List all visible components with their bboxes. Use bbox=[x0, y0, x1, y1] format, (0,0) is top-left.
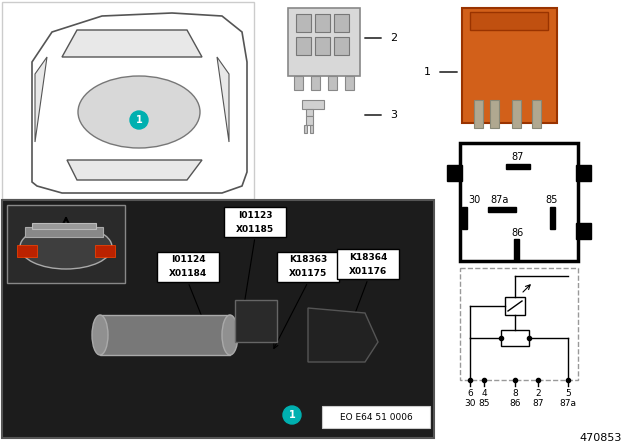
Bar bbox=[2, 200, 434, 438]
Text: K18363: K18363 bbox=[289, 255, 327, 264]
Bar bbox=[306, 116, 313, 125]
Bar bbox=[157, 252, 219, 282]
Bar bbox=[304, 125, 307, 133]
Bar bbox=[25, 227, 103, 237]
Bar bbox=[490, 100, 499, 128]
Bar bbox=[311, 76, 320, 90]
Bar bbox=[334, 37, 349, 55]
Polygon shape bbox=[62, 30, 202, 57]
Bar bbox=[576, 223, 591, 239]
Polygon shape bbox=[35, 57, 47, 142]
Bar bbox=[505, 297, 525, 315]
Ellipse shape bbox=[78, 76, 200, 148]
Text: 87: 87 bbox=[512, 152, 524, 162]
Bar bbox=[337, 249, 399, 279]
Bar bbox=[470, 12, 548, 30]
Text: 6: 6 bbox=[467, 388, 473, 397]
Bar bbox=[224, 207, 286, 237]
Polygon shape bbox=[217, 57, 229, 142]
Bar bbox=[462, 8, 557, 123]
Bar bbox=[288, 8, 360, 76]
Polygon shape bbox=[308, 308, 378, 362]
Bar bbox=[315, 37, 330, 55]
Text: 85: 85 bbox=[478, 399, 490, 408]
Bar bbox=[550, 207, 555, 229]
Text: 1: 1 bbox=[136, 115, 142, 125]
Bar bbox=[345, 76, 354, 90]
Ellipse shape bbox=[20, 225, 112, 269]
Bar bbox=[514, 239, 519, 261]
Bar bbox=[306, 109, 313, 116]
Text: 85: 85 bbox=[546, 195, 558, 205]
Bar bbox=[277, 252, 339, 282]
Text: 87a: 87a bbox=[559, 399, 577, 408]
Text: 5: 5 bbox=[565, 388, 571, 397]
Polygon shape bbox=[32, 13, 247, 193]
Bar bbox=[322, 406, 430, 428]
Bar bbox=[512, 100, 521, 128]
Text: 87a: 87a bbox=[491, 195, 509, 205]
Text: X01175: X01175 bbox=[289, 270, 327, 279]
Text: X01185: X01185 bbox=[236, 224, 274, 233]
Circle shape bbox=[283, 406, 301, 424]
Bar bbox=[17, 245, 37, 257]
Text: I01124: I01124 bbox=[171, 255, 205, 264]
Text: X01176: X01176 bbox=[349, 267, 387, 276]
Text: 86: 86 bbox=[509, 399, 521, 408]
Text: 30: 30 bbox=[464, 399, 476, 408]
Text: 470853: 470853 bbox=[580, 433, 622, 443]
Bar bbox=[315, 14, 330, 32]
Text: 8: 8 bbox=[512, 388, 518, 397]
Text: 3: 3 bbox=[390, 110, 397, 120]
Text: 30: 30 bbox=[468, 195, 480, 205]
Text: 2: 2 bbox=[535, 388, 541, 397]
Bar bbox=[334, 14, 349, 32]
Bar bbox=[474, 100, 483, 128]
Bar bbox=[506, 164, 530, 169]
Text: 4: 4 bbox=[481, 388, 487, 397]
Text: I01123: I01123 bbox=[237, 211, 272, 220]
Bar bbox=[296, 37, 311, 55]
Bar bbox=[460, 268, 578, 380]
Bar bbox=[296, 14, 311, 32]
Bar bbox=[302, 100, 324, 109]
Bar bbox=[235, 300, 277, 342]
Bar bbox=[2, 2, 254, 199]
Bar bbox=[488, 207, 516, 212]
Bar bbox=[7, 205, 125, 283]
Bar bbox=[532, 100, 541, 128]
Bar bbox=[460, 143, 578, 261]
Bar bbox=[576, 165, 591, 181]
Bar bbox=[294, 76, 303, 90]
Text: X01184: X01184 bbox=[169, 270, 207, 279]
Text: 86: 86 bbox=[512, 228, 524, 238]
Ellipse shape bbox=[222, 315, 238, 355]
Bar bbox=[32, 223, 96, 229]
Bar bbox=[462, 207, 467, 229]
Circle shape bbox=[130, 111, 148, 129]
Bar bbox=[501, 330, 529, 346]
Polygon shape bbox=[67, 160, 202, 180]
Text: 1: 1 bbox=[424, 67, 431, 77]
Text: 87: 87 bbox=[532, 399, 544, 408]
Bar bbox=[100, 315, 230, 355]
Text: K18364: K18364 bbox=[349, 253, 387, 262]
Bar bbox=[310, 125, 313, 133]
Text: 2: 2 bbox=[390, 33, 397, 43]
Text: 1: 1 bbox=[289, 410, 296, 420]
Ellipse shape bbox=[92, 315, 108, 355]
Bar bbox=[328, 76, 337, 90]
Bar bbox=[95, 245, 115, 257]
Bar bbox=[447, 165, 462, 181]
Text: EO E64 51 0006: EO E64 51 0006 bbox=[340, 413, 412, 422]
